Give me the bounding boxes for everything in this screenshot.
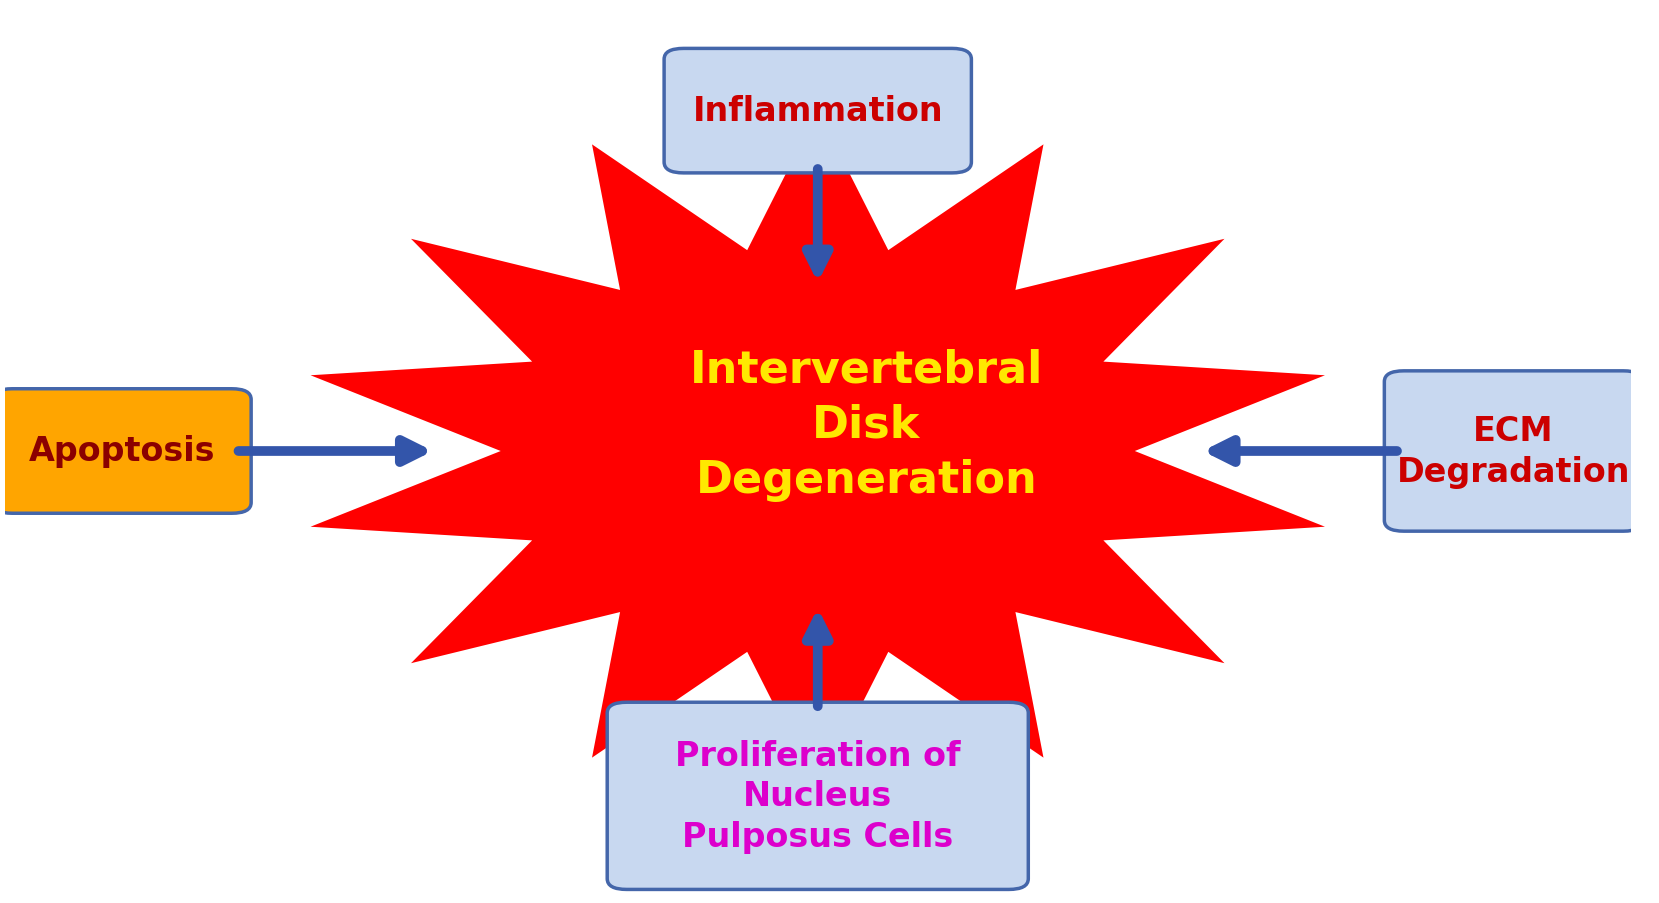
Text: ECM
Degradation: ECM Degradation <box>1397 414 1631 489</box>
Polygon shape <box>310 112 1326 791</box>
FancyBboxPatch shape <box>607 703 1029 889</box>
Text: Proliferation of
Nucleus
Pulposus Cells: Proliferation of Nucleus Pulposus Cells <box>675 739 961 853</box>
Text: Inflammation: Inflammation <box>692 95 942 128</box>
Text: Intervertebral
Disk
Degeneration: Intervertebral Disk Degeneration <box>690 349 1044 501</box>
FancyBboxPatch shape <box>664 50 972 173</box>
Text: Apoptosis: Apoptosis <box>28 435 216 468</box>
FancyBboxPatch shape <box>1384 371 1642 532</box>
FancyBboxPatch shape <box>0 389 251 514</box>
